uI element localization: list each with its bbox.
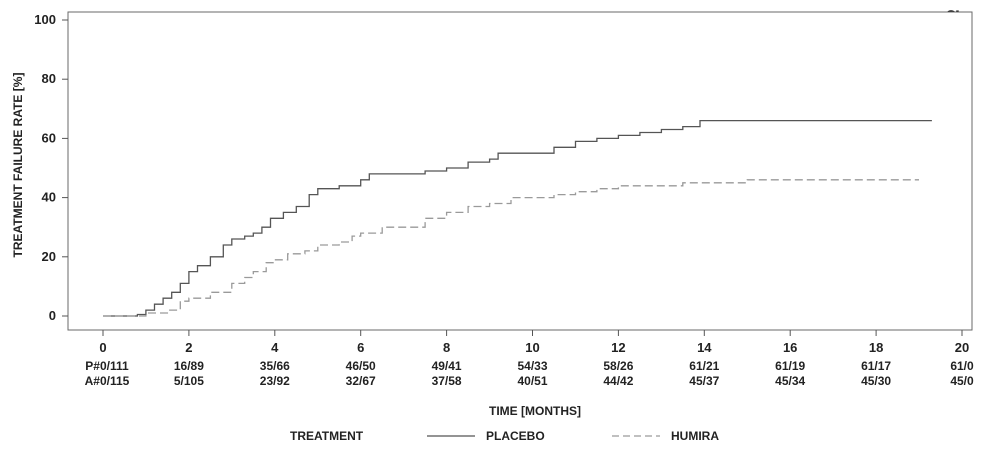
x-tick-label: 8: [443, 340, 450, 355]
y-tick-label: 40: [42, 190, 56, 205]
at-risk-table: P#0/111 16/89 35/66 46/50 49/41 54/33 58/26 61/…: [85, 359, 974, 388]
x-tick-label: 4: [271, 340, 279, 355]
series-line-humira: [103, 179, 919, 317]
y-axis-title: TREATMENT FAILURE RATE [%]: [11, 73, 25, 258]
at-risk-cell: 45/37: [689, 374, 719, 388]
at-risk-cell: 61/19: [775, 359, 805, 373]
series-line-placebo: [103, 119, 932, 317]
legend-title: TREATMENT: [290, 429, 364, 443]
at-risk-cell: 5/105: [174, 374, 204, 388]
y-tick-label: 0: [49, 308, 56, 323]
at-risk-cell: 37/58: [432, 374, 462, 388]
y-tick-label: 100: [34, 12, 56, 27]
series-layer: [103, 119, 932, 317]
legend-label-placebo: PLACEBO: [486, 429, 545, 443]
at-risk-cell: 45/34: [775, 374, 805, 388]
legend: TREATMENT PLACEBO HUMIRA: [290, 429, 719, 443]
x-tick-label: 18: [869, 340, 883, 355]
at-risk-cell: 35/66: [260, 359, 290, 373]
y-axis: 0 20 40 60 80 100: [34, 12, 68, 323]
x-axis-title: TIME [MONTHS]: [489, 404, 581, 418]
y-tick-label: 20: [42, 249, 56, 264]
x-tick-label: 0: [99, 340, 106, 355]
at-risk-cell: 61/0: [950, 359, 974, 373]
at-risk-cell: 23/92: [260, 374, 290, 388]
at-risk-cell: 58/26: [603, 359, 633, 373]
at-risk-cell: 16/89: [174, 359, 204, 373]
at-risk-cell: P#0/111: [85, 359, 129, 373]
x-tick-label: 16: [783, 340, 797, 355]
at-risk-cell: 61/17: [861, 359, 891, 373]
at-risk-cell: 61/21: [689, 359, 719, 373]
x-tick-label: 2: [185, 340, 192, 355]
at-risk-cell: 44/42: [603, 374, 633, 388]
plot-frame: [67, 11, 973, 331]
x-tick-label: 14: [697, 340, 712, 355]
x-tick-label: 10: [525, 340, 539, 355]
x-axis: 0 2 4 6 8 10 12 14 16 18 20: [99, 330, 969, 355]
at-risk-cell: 54/33: [517, 359, 547, 373]
x-tick-label: 6: [357, 340, 364, 355]
at-risk-cell: 45/0: [950, 374, 974, 388]
at-risk-cell: 45/30: [861, 374, 891, 388]
at-risk-cell: 46/50: [346, 359, 376, 373]
y-tick-label: 60: [42, 130, 56, 145]
y-tick-label: 80: [42, 71, 56, 86]
x-tick-label: 12: [611, 340, 625, 355]
at-risk-cell: 32/67: [346, 374, 376, 388]
at-risk-cell: 49/41: [432, 359, 462, 373]
x-tick-label: 20: [955, 340, 969, 355]
legend-label-humira: HUMIRA: [671, 429, 719, 443]
at-risk-cell: 40/51: [517, 374, 547, 388]
at-risk-cell: A#0/115: [85, 374, 130, 388]
